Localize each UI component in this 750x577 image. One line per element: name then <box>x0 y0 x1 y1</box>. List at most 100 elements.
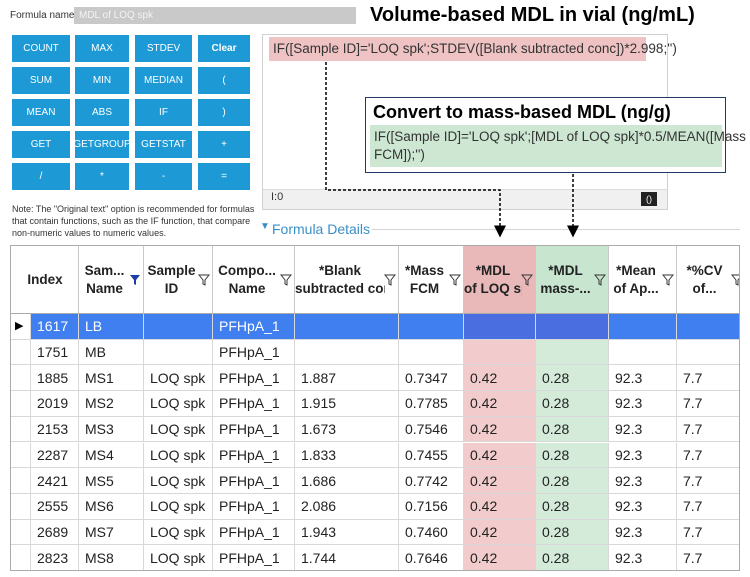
table-cell[interactable]: 1885 <box>31 365 79 392</box>
table-cell[interactable]: MS3 <box>79 416 144 443</box>
table-cell[interactable]: 2555 <box>31 493 79 520</box>
calc-button[interactable]: MAX <box>75 35 129 62</box>
calc-button[interactable]: MEAN <box>12 99 70 126</box>
table-cell[interactable] <box>677 314 739 340</box>
table-cell[interactable] <box>295 339 399 366</box>
section-title[interactable]: Formula Details <box>272 221 371 237</box>
table-cell[interactable] <box>399 314 464 340</box>
table-cell[interactable]: MS1 <box>79 365 144 392</box>
header-cell[interactable]: Index <box>11 246 79 314</box>
table-cell[interactable]: 92.3 <box>609 493 677 520</box>
calc-button[interactable]: * <box>75 163 129 190</box>
table-cell[interactable]: 0.42 <box>464 365 536 392</box>
filter-icon[interactable] <box>731 274 740 286</box>
header-cell[interactable]: *Mean of Ap... <box>609 246 677 314</box>
calc-button[interactable]: ( <box>198 67 250 94</box>
table-cell[interactable]: 2421 <box>31 468 79 494</box>
brace-button[interactable]: () <box>641 192 657 206</box>
table-cell[interactable]: 1.915 <box>295 391 399 417</box>
calc-button[interactable]: ABS <box>75 99 129 126</box>
calc-button[interactable]: MEDIAN <box>135 67 192 94</box>
header-cell[interactable]: Sam... Name <box>79 246 144 314</box>
calc-button[interactable]: = <box>198 163 250 190</box>
filter-icon[interactable] <box>198 274 210 286</box>
table-cell[interactable]: MS8 <box>79 545 144 570</box>
table-cell[interactable]: PFHpA_1 <box>213 391 295 417</box>
table-cell[interactable]: 2287 <box>31 442 79 469</box>
table-cell[interactable]: 92.3 <box>609 391 677 417</box>
table-cell[interactable]: MS7 <box>79 519 144 546</box>
calc-button[interactable]: GETGROUP <box>73 131 131 158</box>
table-cell[interactable] <box>677 339 739 366</box>
table-cell[interactable]: 1751 <box>31 339 79 366</box>
header-cell[interactable]: Sample ID <box>144 246 213 314</box>
table-cell[interactable]: 1.673 <box>295 416 399 443</box>
filter-icon[interactable] <box>449 274 461 286</box>
table-cell[interactable]: 2.086 <box>295 493 399 520</box>
table-cell[interactable]: 0.28 <box>536 519 609 546</box>
table-cell[interactable]: 7.7 <box>677 416 739 443</box>
table-cell[interactable]: 92.3 <box>609 365 677 392</box>
table-cell[interactable]: LOQ spk <box>144 391 213 417</box>
table-cell[interactable]: 0.28 <box>536 468 609 494</box>
table-cell[interactable]: 92.3 <box>609 416 677 443</box>
calc-button[interactable]: ) <box>198 99 250 126</box>
table-cell[interactable] <box>295 314 399 340</box>
table-cell[interactable]: 0.42 <box>464 391 536 417</box>
table-cell[interactable]: 0.7455 <box>399 442 464 469</box>
filter-icon[interactable] <box>384 274 396 286</box>
header-cell[interactable]: *MDL mass-... <box>536 246 609 314</box>
table-cell[interactable]: PFHpA_1 <box>213 416 295 443</box>
filter-icon[interactable] <box>129 274 141 286</box>
table-cell[interactable]: 0.42 <box>464 519 536 546</box>
table-cell[interactable]: PFHpA_1 <box>213 314 295 340</box>
table-cell[interactable]: 0.28 <box>536 391 609 417</box>
table-cell[interactable] <box>536 314 609 340</box>
table-cell[interactable]: MS5 <box>79 468 144 494</box>
calc-button[interactable]: COUNT <box>12 35 70 62</box>
table-cell[interactable]: PFHpA_1 <box>213 365 295 392</box>
table-cell[interactable]: 0.42 <box>464 545 536 570</box>
table-cell[interactable] <box>536 339 609 366</box>
filter-icon[interactable] <box>662 274 674 286</box>
table-cell[interactable]: 0.7460 <box>399 519 464 546</box>
table-cell[interactable]: 7.7 <box>677 442 739 469</box>
calc-button[interactable]: + <box>198 131 250 158</box>
table-cell[interactable]: 2689 <box>31 519 79 546</box>
calc-button[interactable]: GETSTAT <box>135 131 192 158</box>
table-cell[interactable]: MB <box>79 339 144 366</box>
table-cell[interactable]: 0.7785 <box>399 391 464 417</box>
table-cell[interactable]: LOQ spk <box>144 493 213 520</box>
table-cell[interactable]: 0.7156 <box>399 493 464 520</box>
table-cell[interactable]: 7.7 <box>677 468 739 494</box>
calc-button[interactable]: - <box>135 163 192 190</box>
table-cell[interactable]: 1.887 <box>295 365 399 392</box>
filter-icon[interactable] <box>280 274 292 286</box>
table-cell[interactable]: 0.42 <box>464 468 536 494</box>
table-cell[interactable]: 2019 <box>31 391 79 417</box>
table-cell[interactable]: 92.3 <box>609 519 677 546</box>
table-cell[interactable]: 0.7546 <box>399 416 464 443</box>
table-cell[interactable]: PFHpA_1 <box>213 442 295 469</box>
table-cell[interactable]: 1.686 <box>295 468 399 494</box>
table-cell[interactable]: PFHpA_1 <box>213 339 295 366</box>
header-cell[interactable]: *MDL of LOQ spk <box>464 246 536 314</box>
table-cell[interactable]: 0.7646 <box>399 545 464 570</box>
table-cell[interactable] <box>464 339 536 366</box>
table-cell[interactable] <box>609 314 677 340</box>
table-cell[interactable]: PFHpA_1 <box>213 519 295 546</box>
table-cell[interactable] <box>464 314 536 340</box>
table-cell[interactable]: MS2 <box>79 391 144 417</box>
table-cell[interactable]: 0.28 <box>536 545 609 570</box>
table-cell[interactable]: 0.42 <box>464 493 536 520</box>
table-cell[interactable]: 1.744 <box>295 545 399 570</box>
table-cell[interactable]: LOQ spk <box>144 545 213 570</box>
table-cell[interactable]: LOQ spk <box>144 416 213 443</box>
filter-icon[interactable] <box>521 274 533 286</box>
table-cell[interactable]: 92.3 <box>609 468 677 494</box>
table-cell[interactable]: PFHpA_1 <box>213 493 295 520</box>
formula-name-input[interactable]: MDL of LOQ spk <box>74 7 356 24</box>
table-cell[interactable]: 0.42 <box>464 416 536 443</box>
calc-button[interactable]: Clear <box>198 35 250 62</box>
header-cell[interactable]: *%CV of... <box>677 246 740 314</box>
